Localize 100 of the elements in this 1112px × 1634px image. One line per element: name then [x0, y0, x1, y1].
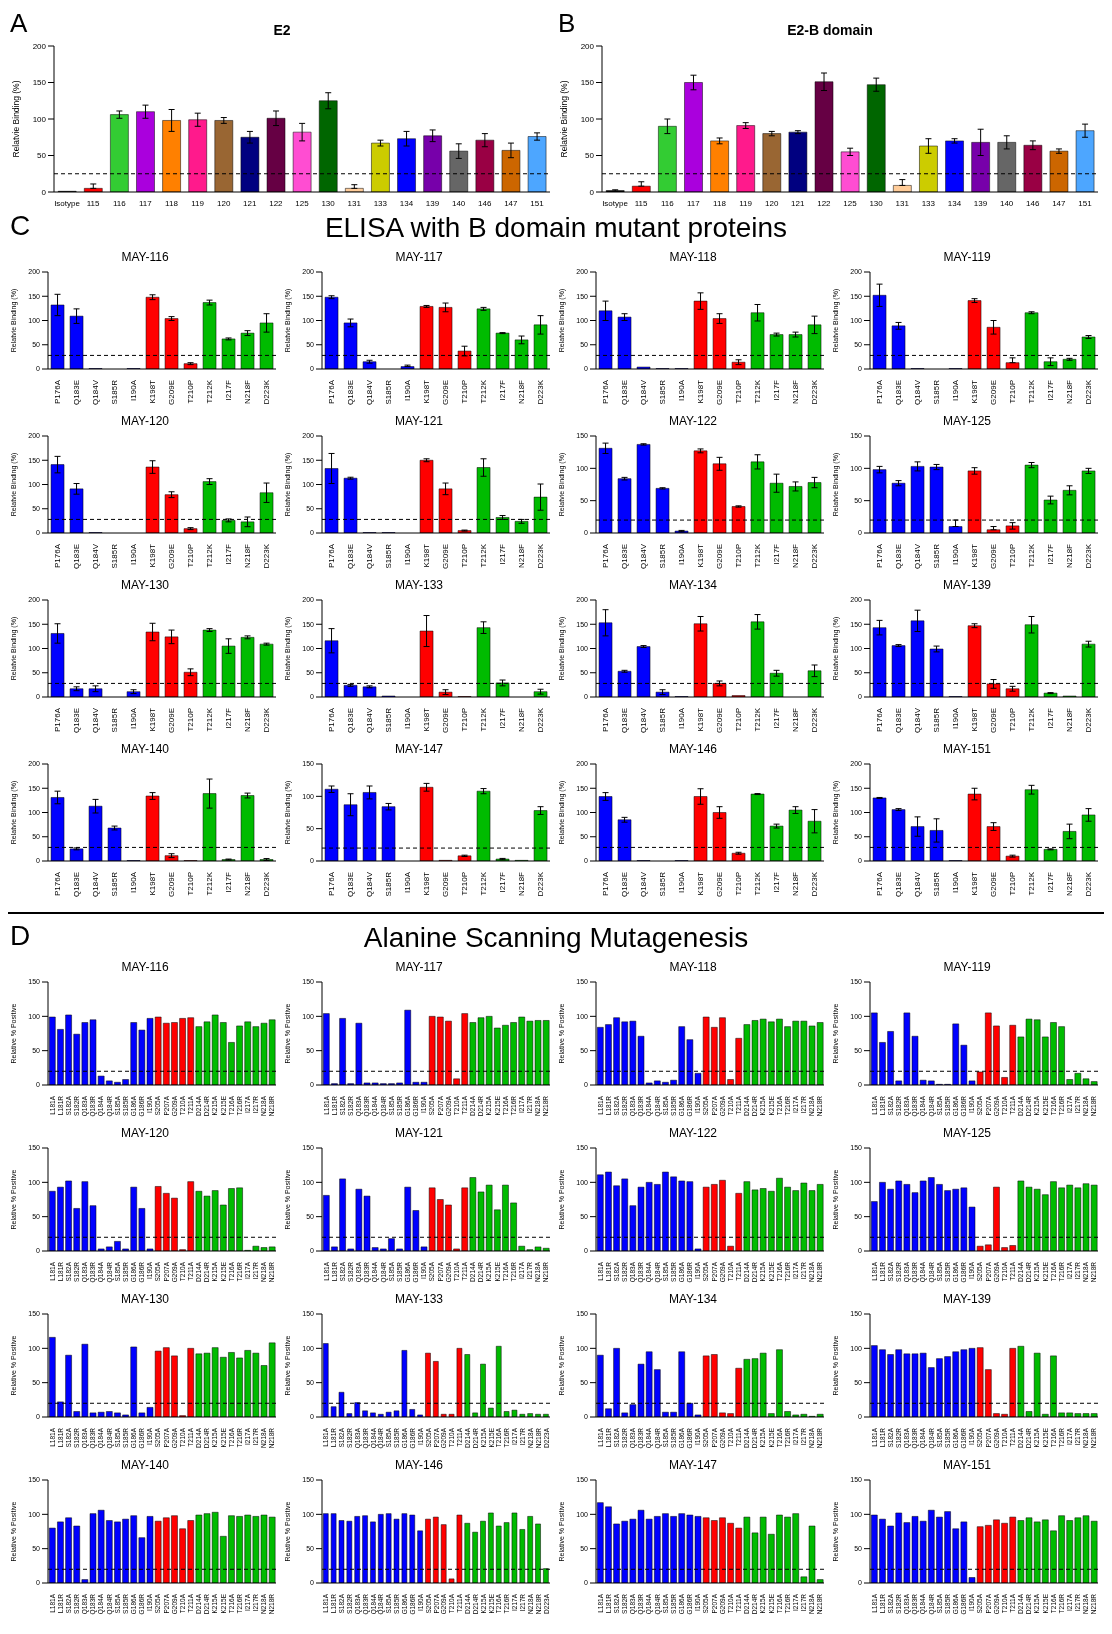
x-tick-label: N218F — [517, 871, 526, 897]
x-tick-label: T210P — [460, 708, 469, 732]
chart-title: MAY-134 — [668, 577, 718, 594]
x-tick-label: I217F — [498, 871, 507, 893]
x-tick-label: G209E — [715, 380, 724, 405]
x-tick-label: T212K — [479, 871, 488, 896]
x-tick-label: G209E — [441, 708, 450, 733]
chart-title: MAY-117 — [394, 959, 444, 976]
chart-title: MAY-146 — [668, 741, 718, 758]
x-tick-label: G209E — [167, 708, 176, 733]
x-tick-label: Q183E — [894, 708, 903, 733]
x-tick-label: T210P — [186, 872, 195, 896]
y-tick-label: 0 — [589, 187, 595, 197]
x-tick-label: N218F — [791, 871, 800, 897]
x-tick-label: 151 — [530, 198, 545, 208]
x-tick-label: 139 — [425, 198, 440, 208]
x-tick-label: K198T — [696, 379, 705, 404]
x-tick-label: Q184V — [365, 707, 374, 733]
x-tick-label: G209E — [715, 544, 724, 569]
y-tick-label: 100 — [32, 114, 47, 124]
x-tick-label: I217F — [1046, 707, 1055, 729]
x-tick-label: T210P — [1008, 380, 1017, 404]
x-tick-label: I217F — [498, 379, 507, 401]
x-tick-label: 122 — [817, 198, 832, 208]
x-tick-label: T212K — [1027, 707, 1036, 732]
x-tick-label: Q184V — [365, 543, 374, 569]
x-tick-label: T210P — [186, 380, 195, 404]
x-tick-label: P176A — [53, 707, 62, 733]
y-axis-title: Relatvie Binding (%) — [11, 80, 22, 158]
x-tick-label: T212K — [205, 379, 214, 404]
chart-title: MAY-122 — [668, 413, 718, 430]
y-tick-label: 50 — [37, 151, 47, 161]
x-tick-label: G209E — [167, 544, 176, 569]
x-tick-label: 131 — [895, 198, 910, 208]
chart-title: MAY-119 — [942, 249, 992, 266]
x-tick-label: S185R — [110, 543, 119, 569]
x-tick-label: I190A — [677, 543, 686, 565]
x-tick-label: 140 — [999, 198, 1014, 208]
x-tick-label: T210P — [186, 708, 195, 732]
x-tick-label: 125 — [843, 198, 858, 208]
x-tick-label: K198T — [422, 543, 431, 568]
x-tick-label: T212K — [753, 543, 762, 568]
x-tick-label: I217F — [224, 871, 233, 893]
text: B — [558, 8, 576, 39]
x-tick-label: S185R — [932, 871, 941, 897]
x-tick-label: N218F — [1065, 707, 1074, 733]
x-tick-label: Q184V — [91, 707, 100, 733]
y-tick-label: 150 — [580, 78, 595, 88]
x-tick-label: G209E — [441, 872, 450, 897]
x-tick-label: 131 — [347, 198, 362, 208]
x-tick-label: T210P — [734, 708, 743, 732]
x-tick-label: P176A — [601, 707, 610, 733]
x-tick-label: 134 — [399, 198, 414, 208]
x-tick-label: 139 — [973, 198, 988, 208]
x-tick-label: T212K — [479, 707, 488, 732]
x-tick-label: G209E — [715, 872, 724, 897]
y-axis-title: Relatvie Binding (%) — [559, 80, 570, 158]
x-tick-label: S185R — [658, 871, 667, 897]
chart-title: MAY-120 — [120, 1125, 170, 1142]
x-tick-label: 146 — [478, 198, 492, 208]
x-tick-label: N218F — [791, 543, 800, 569]
x-tick-label: 125 — [295, 198, 310, 208]
x-tick-label: I217F — [498, 543, 507, 565]
x-tick-label: T212K — [1027, 379, 1036, 404]
x-tick-label: P176A — [327, 543, 336, 569]
x-tick-label: P176A — [601, 379, 610, 405]
x-tick-label: Q183E — [346, 708, 355, 733]
x-tick-label: T212K — [205, 871, 214, 896]
x-tick-label: Q183E — [620, 872, 629, 897]
x-tick-label: Q184V — [639, 707, 648, 733]
x-tick-label: P176A — [327, 707, 336, 733]
x-tick-label: T210P — [460, 380, 469, 404]
chart-title: MAY-147 — [394, 741, 444, 758]
chart-title: MAY-139 — [942, 577, 992, 594]
text: ELISA with B domain mutant proteins — [324, 212, 788, 243]
x-tick-label: N218F — [1065, 871, 1074, 897]
x-tick-label: N218F — [1065, 379, 1074, 405]
x-tick-label: D223K — [810, 707, 819, 733]
x-tick-label: T212K — [1027, 871, 1036, 896]
chart-title: MAY-125 — [942, 1125, 992, 1142]
y-tick-label: 200 — [580, 41, 595, 51]
x-tick-label: I217F — [1046, 871, 1055, 893]
x-tick-label: Q183E — [346, 544, 355, 569]
x-tick-label: Q183E — [72, 708, 81, 733]
x-tick-label: Q184V — [639, 543, 648, 569]
x-tick-label: Q184V — [913, 379, 922, 405]
x-tick-label: I217F — [772, 871, 781, 893]
x-tick-label: N218F — [517, 379, 526, 405]
chart-title: MAY-151 — [942, 741, 992, 758]
x-tick-label: N218F — [243, 707, 252, 733]
x-tick-label: P176A — [601, 871, 610, 897]
x-tick-label: Q184V — [913, 871, 922, 897]
x-tick-label: I190A — [403, 543, 412, 565]
x-tick-label: P176A — [327, 379, 336, 405]
x-tick-label: 140 — [451, 198, 466, 208]
x-tick-label: S185R — [658, 707, 667, 733]
x-tick-label: 120 — [217, 198, 231, 208]
x-tick-label: Isotype — [54, 198, 81, 208]
x-tick-label: I217F — [772, 707, 781, 729]
x-tick-label: S185R — [658, 543, 667, 569]
